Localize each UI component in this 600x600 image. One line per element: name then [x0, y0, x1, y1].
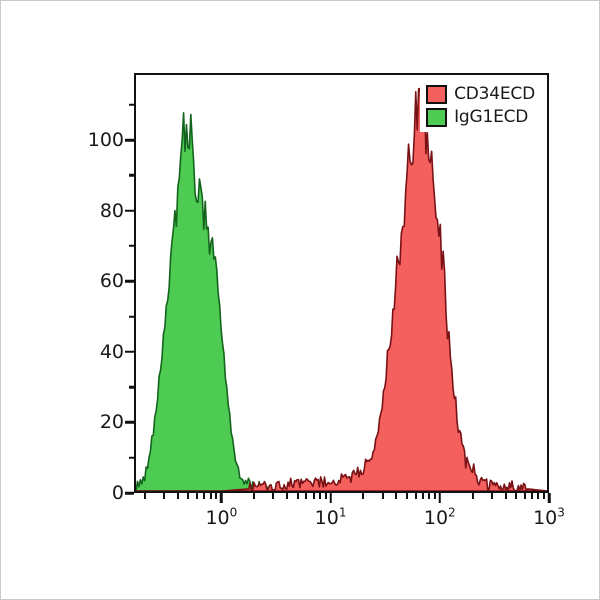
x-axis-tick-exponent: 2 — [448, 505, 456, 520]
x-axis-minor-tick — [381, 493, 384, 499]
legend: CD34ECD IgG1ECD — [420, 79, 543, 132]
x-axis-tick-base: 10 — [205, 507, 230, 529]
x-axis-minor-tick — [537, 493, 540, 499]
plot-area: CD34ECD IgG1ECD — [134, 73, 549, 493]
y-axis-minor-tick — [129, 456, 134, 459]
legend-label-igg1ecd: IgG1ECD — [454, 107, 529, 127]
y-axis-tick-40 — [125, 350, 134, 354]
x-axis-minor-tick — [253, 493, 256, 499]
x-axis-minor-tick — [490, 493, 493, 499]
y-axis-tick-80 — [125, 209, 134, 212]
y-axis-minor-tick — [129, 103, 134, 106]
x-axis-minor-tick — [543, 493, 545, 499]
x-axis-minor-tick — [176, 493, 179, 499]
y-axis-tick-label-100: 100 — [87, 129, 124, 152]
histogram-trace-cd34ecd — [136, 82, 547, 491]
x-axis-tick-base: 10 — [423, 507, 449, 529]
y-axis-minor-tick — [129, 385, 134, 389]
y-axis-minor-tick — [129, 174, 134, 177]
y-axis-tick-label-80: 80 — [99, 199, 124, 222]
x-axis-tick-1e1 — [329, 493, 332, 503]
x-axis-minor-tick — [209, 493, 212, 499]
x-axis-minor-tick — [515, 493, 518, 499]
histogram-trace-igg1ecd — [136, 113, 547, 491]
x-axis-tick-label-1e3: 103 — [533, 507, 565, 529]
x-axis-tick-exponent: 1 — [338, 505, 347, 520]
x-axis-minor-tick — [504, 493, 507, 499]
x-axis-tick-1e0 — [220, 493, 223, 503]
x-axis-minor-tick — [414, 493, 417, 499]
x-axis-minor-tick — [286, 493, 289, 499]
x-axis-minor-tick — [305, 493, 308, 499]
x-axis-minor-tick — [471, 493, 474, 499]
y-axis-tick-20 — [125, 421, 134, 424]
x-axis-tick-label-1e2: 102 — [424, 507, 456, 529]
legend-label-cd34ecd: CD34ECD — [454, 84, 535, 104]
x-axis-minor-tick — [187, 493, 190, 499]
x-axis-tick-1e2 — [438, 493, 442, 503]
x-axis-minor-tick — [312, 493, 315, 499]
x-axis-minor-tick — [196, 493, 199, 499]
x-axis-minor-tick — [362, 493, 365, 499]
y-axis-tick-label-0: 0 — [111, 482, 124, 504]
legend-item-igg1ecd[interactable]: IgG1ECD — [426, 107, 535, 127]
x-axis-tick-exponent: 0 — [229, 505, 238, 520]
x-axis-minor-tick — [272, 493, 275, 499]
x-axis: 100 101 102 103 — [134, 493, 565, 553]
x-axis-minor-tick — [215, 493, 218, 499]
legend-item-cd34ecd[interactable]: CD34ECD — [426, 84, 535, 104]
x-axis-tick-exponent: 3 — [557, 505, 565, 520]
y-axis-minor-tick — [129, 315, 134, 318]
y-axis: Count 0 20 40 60 80 100 — [0, 73, 134, 504]
x-axis-tick-base: 10 — [533, 507, 558, 529]
y-axis-title: Count — [0, 256, 1, 376]
x-axis-minor-tick — [421, 493, 424, 499]
y-axis-tick-0 — [125, 491, 134, 495]
x-axis-minor-tick — [433, 493, 436, 499]
x-axis-minor-tick — [395, 493, 398, 499]
x-axis-tick-base: 10 — [314, 507, 339, 529]
y-axis-tick-label-20: 20 — [99, 411, 124, 434]
x-axis-minor-tick — [324, 493, 327, 499]
x-axis-minor-tick — [405, 493, 408, 499]
y-axis-tick-60 — [125, 279, 134, 283]
x-axis-minor-tick — [296, 493, 299, 499]
x-axis-minor-tick — [428, 493, 431, 499]
x-axis-minor-tick — [531, 493, 534, 499]
y-axis-minor-tick — [129, 244, 134, 248]
x-axis-minor-tick — [318, 493, 321, 499]
y-axis-tick-label-60: 60 — [99, 270, 124, 293]
x-axis-minor-tick — [144, 493, 147, 499]
x-axis-minor-tick — [163, 493, 166, 499]
x-axis-tick-1e3 — [547, 493, 551, 503]
y-axis-tick-label-40: 40 — [99, 340, 124, 363]
x-axis-minor-tick — [203, 493, 206, 499]
x-axis-tick-label-1e1: 101 — [315, 507, 347, 529]
y-axis-tick-100 — [125, 138, 134, 142]
x-axis-minor-tick — [523, 493, 526, 499]
x-axis-tick-label-1e0: 100 — [205, 507, 237, 529]
legend-swatch-igg1ecd — [426, 107, 448, 127]
histogram-canvas — [136, 75, 547, 491]
legend-swatch-cd34ecd — [426, 84, 448, 104]
